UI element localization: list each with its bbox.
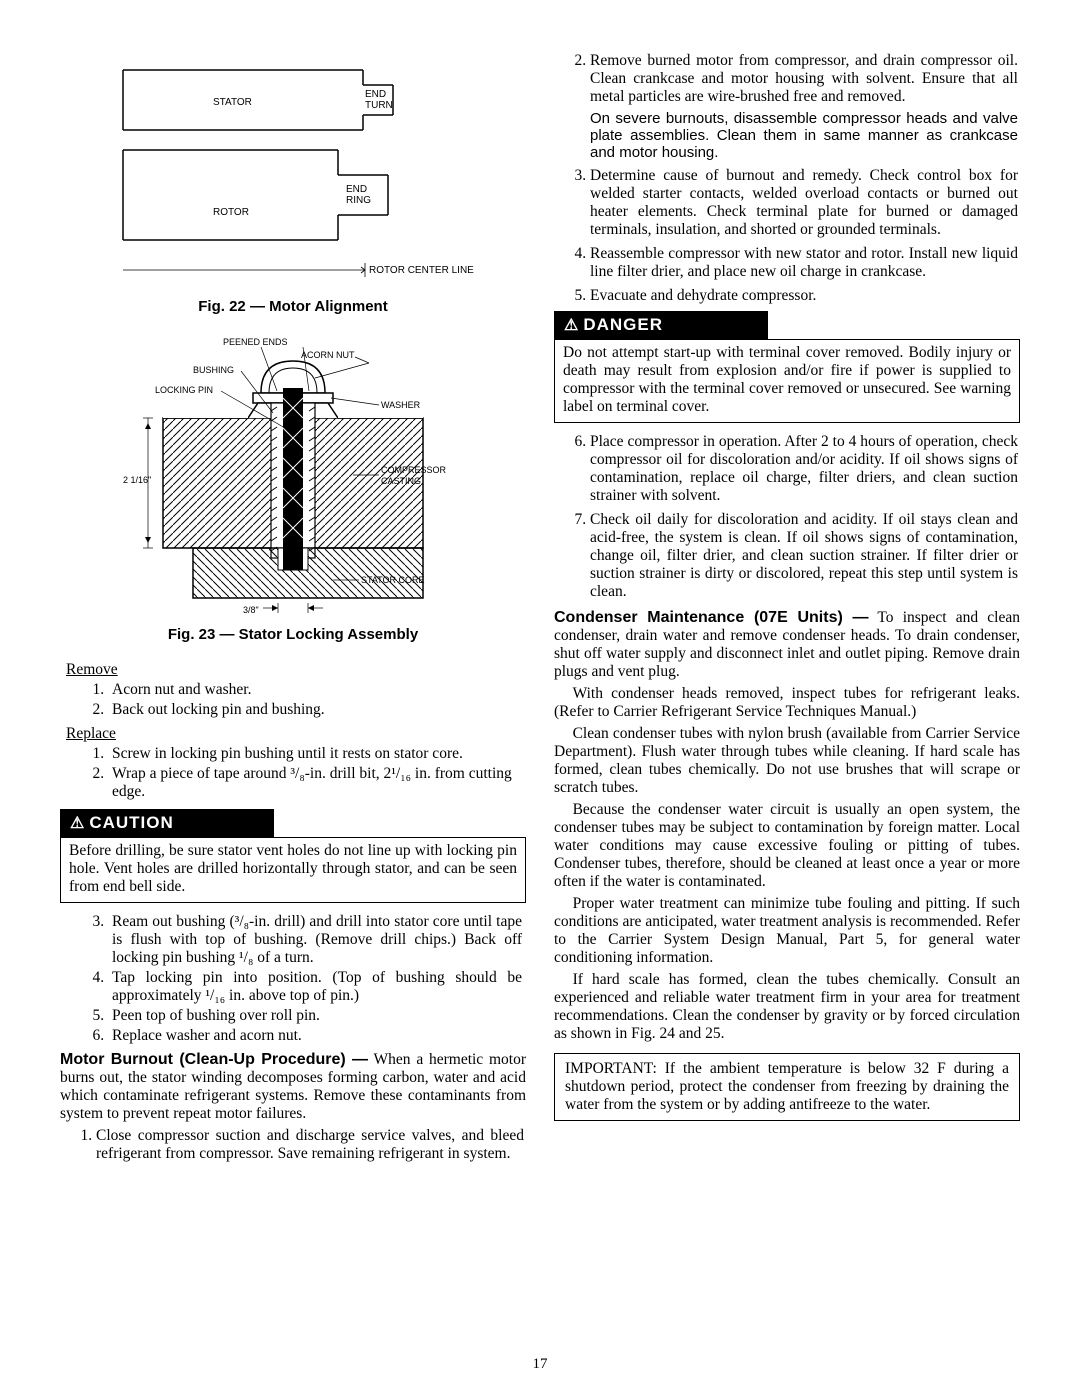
- page-number: 17: [0, 1356, 1080, 1373]
- burnout-item: Check oil daily for discoloration and ac…: [590, 511, 1020, 601]
- danger-box: Do not attempt start-up with terminal co…: [554, 339, 1020, 423]
- replace-item: Replace washer and acorn nut.: [108, 1027, 526, 1045]
- label-end-turn-1: END: [365, 89, 386, 100]
- burnout-item: Close compressor suction and discharge s…: [96, 1127, 526, 1163]
- remove-heading: Remove: [66, 661, 526, 679]
- caution-heading: ⚠CAUTION: [60, 809, 274, 837]
- label-acorn-nut: ACORN NUT: [301, 350, 355, 360]
- replace-item: Tap locking pin into position. (Top of b…: [108, 969, 526, 1005]
- condenser-p6: If hard scale has formed, clean the tube…: [554, 971, 1020, 1043]
- remove-item: Back out locking pin and bushing.: [108, 701, 526, 719]
- burnout-list-b: Remove burned motor from compressor, and…: [554, 52, 1020, 305]
- remove-item: Acorn nut and washer.: [108, 681, 526, 699]
- label-washer: WASHER: [381, 400, 421, 410]
- warning-icon: ⚠: [70, 815, 85, 832]
- fig-23-stator-locking: PEENED ENDS BUSHING ACORN NUT LOCKING PI…: [93, 333, 493, 618]
- label-locking-pin: LOCKING PIN: [155, 385, 213, 395]
- label-comp-cast-1: COMPRESSOR: [381, 465, 447, 475]
- replace-item: Peen top of bushing over roll pin.: [108, 1007, 526, 1025]
- replace-heading: Replace: [66, 725, 526, 743]
- burnout-item: Reassemble compressor with new stator an…: [590, 245, 1020, 281]
- burnout-heading: Motor Burnout (Clean-Up Procedure) —: [60, 1051, 368, 1068]
- condenser-heading: Condenser Maintenance (07E Units) —: [554, 609, 869, 626]
- severe-note: On severe burnouts, disassemble compress…: [590, 110, 1018, 161]
- fig-22-motor-alignment: STATOR END TURN ROTOR END RING ROTOR CEN…: [103, 50, 483, 290]
- label-bushing: BUSHING: [193, 365, 234, 375]
- burnout-item: Evacuate and dehydrate compressor.: [590, 287, 1020, 305]
- svg-text:CASTING: CASTING: [381, 476, 421, 486]
- burnout-item: Place compressor in operation. After 2 t…: [590, 433, 1020, 505]
- label-peened-ends: PEENED ENDS: [223, 337, 288, 347]
- burnout-list-c: Place compressor in operation. After 2 t…: [554, 433, 1020, 601]
- replace-list-a: Screw in locking pin bushing until it re…: [60, 745, 526, 801]
- warning-icon: ⚠: [564, 317, 579, 334]
- replace-item: Wrap a piece of tape around ³/₈-in. dril…: [108, 765, 526, 801]
- danger-heading: ⚠DANGER: [554, 311, 768, 339]
- burnout-list-a: Close compressor suction and discharge s…: [60, 1127, 526, 1163]
- svg-text:RING: RING: [346, 195, 371, 206]
- replace-item: Screw in locking pin bushing until it re…: [108, 745, 526, 763]
- condenser-p3: Clean condenser tubes with nylon brush (…: [554, 725, 1020, 797]
- label-dim-v: 2 1/16": [123, 475, 151, 485]
- svg-text:TURN: TURN: [365, 100, 393, 111]
- condenser-p4: Because the condenser water circuit is u…: [554, 801, 1020, 891]
- label-end-ring-1: END: [346, 184, 367, 195]
- replace-list-b: Ream out bushing (³/₈-in. drill) and dri…: [60, 913, 526, 1045]
- condenser-p5: Proper water treatment can minimize tube…: [554, 895, 1020, 967]
- fig-22-caption: Fig. 22 — Motor Alignment: [60, 298, 526, 315]
- burnout-item: Remove burned motor from compressor, and…: [590, 52, 1020, 161]
- burnout-item: Determine cause of burnout and remedy. C…: [590, 167, 1020, 239]
- label-rotor: ROTOR: [213, 207, 249, 218]
- label-rotor-center-line: ROTOR CENTER LINE: [369, 265, 474, 276]
- condenser-p2: With condenser heads removed, inspect tu…: [554, 685, 1020, 721]
- important-box: IMPORTANT: If the ambient temperature is…: [554, 1053, 1020, 1121]
- caution-box: Before drilling, be sure stator vent hol…: [60, 837, 526, 903]
- condenser-p1: Condenser Maintenance (07E Units) — To i…: [554, 609, 1020, 681]
- label-stator-core: STATOR CORE: [361, 575, 425, 585]
- label-dim-h: 3/8": [243, 605, 259, 615]
- burnout-intro: Motor Burnout (Clean-Up Procedure) — Whe…: [60, 1051, 526, 1123]
- fig-23-caption: Fig. 23 — Stator Locking Assembly: [60, 626, 526, 643]
- label-stator: STATOR: [213, 97, 252, 108]
- replace-item: Ream out bushing (³/₈-in. drill) and dri…: [108, 913, 526, 967]
- remove-list: Acorn nut and washer. Back out locking p…: [60, 681, 526, 719]
